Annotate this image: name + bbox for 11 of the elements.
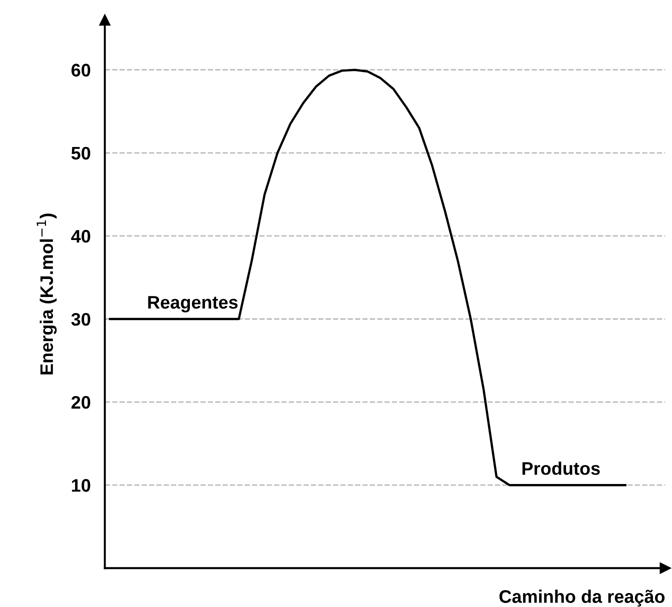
y-tick-label: 40 xyxy=(71,230,90,243)
y-tick-label: 20 xyxy=(71,396,90,409)
y-tick-label: 60 xyxy=(72,64,90,77)
x-axis-title: Caminho da reação xyxy=(499,590,665,607)
y-tick-label: 10 xyxy=(72,479,90,492)
line-series xyxy=(108,68,626,486)
annotation: Reagentes xyxy=(148,296,238,312)
y-tick-label: 30 xyxy=(71,312,90,326)
annotation: Produtos xyxy=(522,462,600,475)
y-tick-label: 50 xyxy=(71,146,90,160)
y-axis-title: Energia (KJ.mol$^{−1}$) xyxy=(36,214,57,374)
